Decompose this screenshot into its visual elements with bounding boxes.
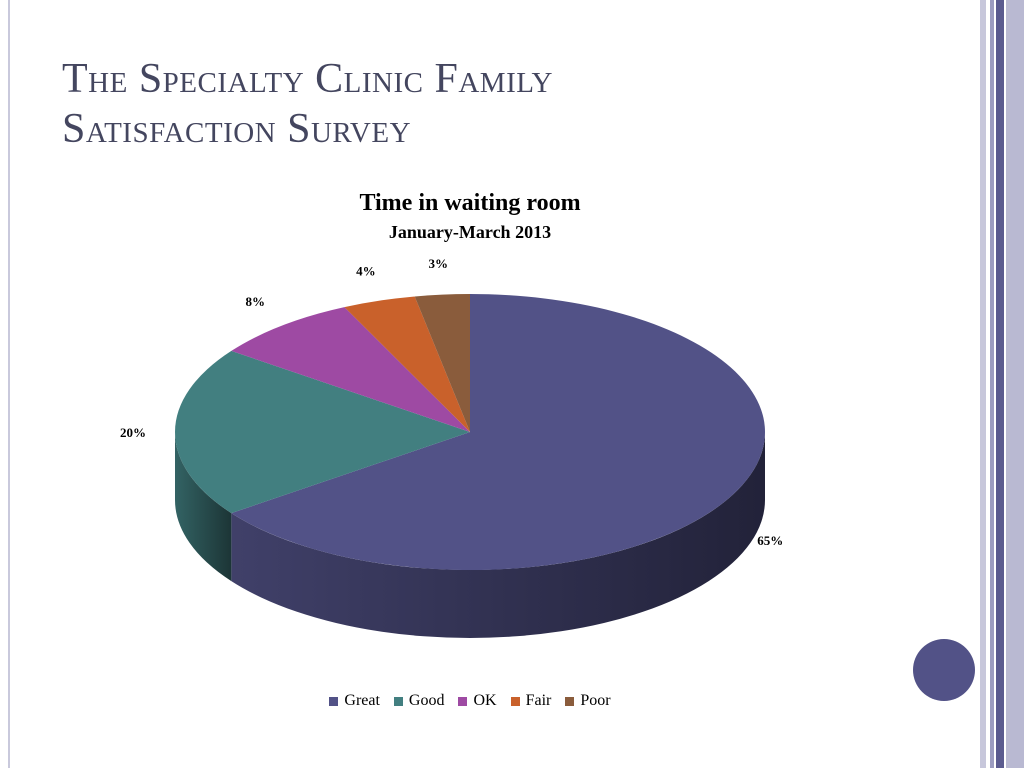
pie-side-good bbox=[175, 432, 232, 582]
right-decorative-band bbox=[1006, 0, 1024, 768]
legend-swatch bbox=[565, 696, 575, 706]
slide-title-line1: The Specialty Clinic Family bbox=[62, 56, 553, 102]
pie-slice-fair bbox=[344, 296, 470, 432]
pie-slice-good bbox=[174, 350, 470, 514]
legend-item-good: Good bbox=[393, 692, 445, 710]
pie-slice-poor bbox=[414, 294, 470, 432]
left-border-line bbox=[8, 0, 10, 768]
data-label-good: 20% bbox=[120, 425, 146, 440]
data-label-poor: 3% bbox=[429, 256, 449, 271]
legend-label: OK bbox=[473, 692, 497, 709]
right-decorative-band bbox=[980, 0, 986, 768]
slide-title: The Specialty Clinic Family Satisfaction… bbox=[62, 54, 862, 154]
legend-item-poor: Poor bbox=[565, 692, 611, 710]
legend-label: Fair bbox=[525, 692, 552, 709]
slide-title-line2: Satisfaction Survey bbox=[62, 106, 412, 152]
legend-swatch bbox=[458, 696, 468, 706]
pie-side-great bbox=[231, 432, 766, 638]
legend-label: Great bbox=[344, 692, 380, 709]
data-label-fair: 4% bbox=[356, 263, 376, 278]
legend-item-great: Great bbox=[329, 692, 380, 710]
legend-item-fair: Fair bbox=[510, 692, 552, 710]
legend-label: Poor bbox=[580, 692, 611, 709]
data-label-ok: 8% bbox=[245, 294, 265, 309]
pie-slice-ok bbox=[231, 307, 470, 432]
legend-label: Good bbox=[408, 692, 445, 709]
chart-legend: Great Good OK Fair Poor bbox=[0, 692, 940, 710]
legend-swatch bbox=[393, 696, 403, 706]
pie-slice-great bbox=[231, 294, 765, 570]
decorative-circle bbox=[913, 639, 975, 701]
legend-item-ok: OK bbox=[458, 692, 497, 710]
chart-subtitle: January-March 2013 bbox=[388, 222, 552, 242]
right-decorative-band bbox=[996, 0, 1004, 768]
chart-title: Time in waiting room bbox=[359, 190, 581, 216]
legend-swatch bbox=[329, 696, 339, 706]
right-decorative-band bbox=[990, 0, 994, 768]
legend-swatch bbox=[510, 696, 520, 706]
data-label-great: 65% bbox=[757, 533, 783, 548]
